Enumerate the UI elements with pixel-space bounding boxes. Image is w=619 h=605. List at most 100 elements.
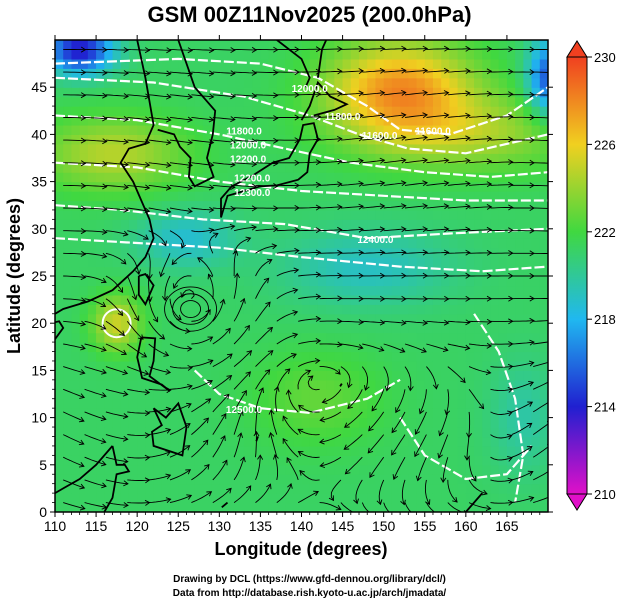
streamline-arrow <box>337 46 343 52</box>
heat-cell <box>276 436 286 447</box>
heat-cell <box>104 294 114 305</box>
heat-cell <box>367 49 377 60</box>
heat-cell <box>120 153 130 164</box>
heat-cell <box>211 351 220 362</box>
heat-cell <box>531 342 541 353</box>
heat-cell <box>424 379 434 390</box>
heat-cell <box>375 143 385 154</box>
heat-cell <box>474 360 483 371</box>
heat-cell <box>531 502 541 512</box>
heat-cell <box>145 191 155 202</box>
heat-cell <box>334 370 344 381</box>
heat-cell <box>342 445 352 456</box>
heat-cell <box>515 106 524 117</box>
streamline <box>340 48 364 50</box>
heat-cell <box>498 209 508 220</box>
heat-cell <box>293 493 303 504</box>
heat-cell <box>137 87 146 98</box>
heat-cell <box>350 153 360 164</box>
heat-cell <box>219 493 229 504</box>
heat-cell <box>252 276 262 287</box>
heat-cell <box>112 266 122 277</box>
heat-cell <box>96 342 105 353</box>
heat-cell <box>400 483 409 494</box>
heat-cell <box>161 342 171 353</box>
heat-cell <box>227 294 237 305</box>
heat-cell <box>359 162 368 173</box>
streamline <box>319 252 342 254</box>
heat-cell <box>268 153 278 164</box>
heat-cell <box>301 474 311 485</box>
contour-line <box>473 313 525 503</box>
heat-cell <box>55 124 64 135</box>
heat-cell <box>219 124 229 135</box>
streamline <box>276 229 300 232</box>
heat-cell <box>350 445 360 456</box>
heat-cell <box>153 445 163 456</box>
heat-cell <box>416 172 426 183</box>
heat-cell <box>153 266 163 277</box>
streamline <box>298 71 321 73</box>
streamline <box>345 456 363 475</box>
streamline-arrow <box>443 134 450 141</box>
heat-cell <box>285 351 294 362</box>
streamline-arrow <box>294 247 300 254</box>
streamline <box>426 343 448 351</box>
heat-cell <box>252 370 262 381</box>
heat-cell <box>293 455 303 466</box>
heat-cell <box>285 427 294 438</box>
heat-cell <box>474 115 483 126</box>
heat-cell <box>178 172 188 183</box>
streamline <box>127 184 150 189</box>
heat-cell <box>79 398 89 409</box>
heat-cell <box>202 408 212 419</box>
heat-cell <box>498 342 508 353</box>
streamline <box>105 298 123 316</box>
heat-cell <box>539 124 548 135</box>
heat-cell <box>359 219 368 230</box>
streamline-arrow <box>400 499 406 506</box>
heat-cell <box>539 96 548 107</box>
heat-cell <box>449 436 459 447</box>
heat-cell <box>350 351 360 362</box>
heat-cell <box>194 464 204 475</box>
heat-cell <box>342 379 352 390</box>
streamline <box>447 160 470 164</box>
heat-cell <box>482 68 492 79</box>
heat-cell <box>523 143 533 154</box>
heat-cell <box>449 474 459 485</box>
streamline-arrow <box>205 398 212 404</box>
heat-cell <box>326 68 335 79</box>
streamline-arrow <box>165 406 172 413</box>
heat-cell <box>161 313 171 324</box>
streamline <box>490 161 513 164</box>
heat-cell <box>465 200 475 211</box>
heat-cell <box>235 49 245 60</box>
heat-cell <box>523 285 533 296</box>
heat-cell <box>424 417 434 428</box>
heat-cell <box>301 351 311 362</box>
heat-cell <box>104 247 114 258</box>
heat-cell <box>408 313 418 324</box>
streamline-arrow <box>414 451 420 458</box>
heat-cell <box>128 181 138 192</box>
streamline-arrow <box>241 389 247 396</box>
streamline <box>105 252 127 265</box>
heat-cell <box>104 389 114 400</box>
heat-cell <box>474 106 483 117</box>
heat-cell <box>252 455 262 466</box>
heat-cell <box>400 276 409 287</box>
streamline <box>404 136 428 141</box>
heat-cell <box>268 257 278 268</box>
streamline <box>424 479 430 505</box>
heat-cell <box>449 143 459 154</box>
heat-cell <box>375 398 385 409</box>
heat-cell <box>252 398 262 409</box>
heat-cell <box>309 200 319 211</box>
heat-cell <box>326 417 335 428</box>
heat-cell <box>71 360 81 371</box>
heat-cell <box>96 219 105 230</box>
heat-cell <box>235 323 245 334</box>
heat-cell <box>293 323 303 334</box>
streamline <box>276 250 299 254</box>
